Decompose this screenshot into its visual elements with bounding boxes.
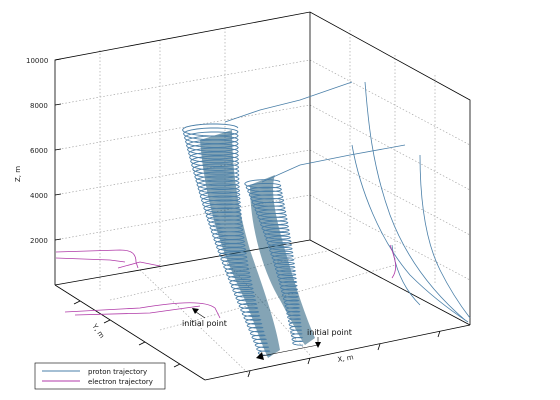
legend: proton trajectory electron trajectory	[34, 362, 166, 390]
proton-projection-right-wall	[351, 81, 471, 323]
plot-box	[54, 11, 471, 381]
z-tick-label: 8000	[30, 102, 48, 110]
annotation-initial-point-right: initial point	[307, 328, 352, 337]
legend-label-electron: electron trajectory	[88, 378, 153, 386]
proton-helix-left	[181, 123, 272, 356]
x-axis: X, m	[247, 330, 441, 378]
y-axis-label: Y, m	[90, 322, 106, 340]
z-tick-label: 4000	[30, 192, 48, 200]
proton-helix-3d	[181, 123, 315, 358]
proton-projection-back-wall	[224, 81, 406, 183]
proton-helix-right	[244, 179, 304, 346]
annotations: initial point initial point	[182, 308, 352, 360]
z-tick-label: 6000	[30, 147, 48, 155]
x-axis-label: X, m	[337, 353, 354, 364]
legend-label-proton: proton trajectory	[88, 368, 147, 376]
electron-trajectory-projections	[55, 244, 396, 319]
z-tick-label: 10000	[26, 57, 48, 65]
z-axis: 2000 4000 6000 8000 10000 Z, m	[14, 57, 62, 245]
z-tick-label: 2000	[30, 237, 48, 245]
z-axis-label: Z, m	[14, 166, 22, 182]
annotation-initial-point-left: initial point	[182, 319, 227, 328]
